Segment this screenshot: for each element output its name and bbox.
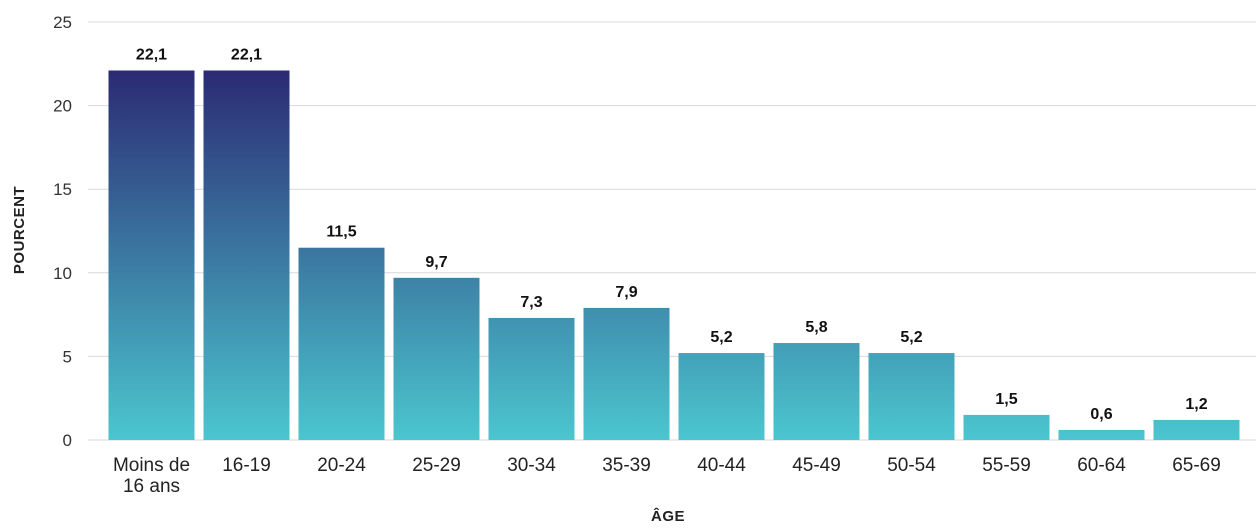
data-label: 7,9 — [615, 284, 637, 301]
x-tick-label: Moins de 16 ans — [113, 455, 190, 497]
data-labels: 22,1 22,1 11,5 9,7 7,3 7,9 5,2 5,8 5,2 1,5 0,6 1,2 — [136, 46, 1208, 422]
y-tick-label: 10 — [53, 264, 72, 283]
x-tick-label: 25-29 — [412, 455, 461, 476]
y-tick-label: 0 — [63, 431, 72, 450]
x-tick-label: 60-64 — [1077, 455, 1126, 476]
data-label: 1,5 — [995, 391, 1017, 408]
x-tick-label: 40-44 — [697, 455, 746, 476]
bar — [1058, 429, 1145, 440]
y-tick-label: 15 — [53, 180, 72, 199]
data-label: 22,1 — [136, 46, 167, 63]
x-tick-label: 20-24 — [317, 455, 366, 476]
y-tick-label: 5 — [63, 347, 72, 366]
bar — [678, 353, 765, 440]
data-label: 5,2 — [900, 329, 922, 346]
bar — [773, 343, 860, 440]
bar — [203, 70, 290, 440]
bar — [488, 317, 575, 440]
x-tick-label: 45-49 — [792, 455, 841, 476]
x-axis-title: ÂGE — [651, 507, 685, 525]
bar — [298, 247, 385, 440]
x-tick-label: 30-34 — [507, 455, 556, 476]
x-tick-label: 65-69 — [1172, 455, 1221, 476]
data-label: 22,1 — [231, 46, 262, 63]
x-tick-label: 35-39 — [602, 455, 651, 476]
bar — [108, 70, 195, 440]
bar — [1153, 419, 1240, 440]
x-tick-label: 50-54 — [887, 455, 936, 476]
data-label: 7,3 — [520, 294, 542, 311]
data-label: 5,2 — [710, 329, 732, 346]
y-tick-label: 20 — [53, 97, 72, 116]
x-axis-ticks: Moins de 16 ans 16-19 20-24 25-29 30-34 35-39 4… — [113, 455, 1221, 497]
data-label: 0,6 — [1090, 406, 1112, 423]
data-label: 11,5 — [326, 224, 356, 241]
y-tick-label: 25 — [53, 13, 72, 32]
data-label: 1,2 — [1185, 396, 1207, 413]
bar — [583, 307, 670, 440]
bar — [963, 414, 1050, 440]
x-tick-label: 55-59 — [982, 455, 1031, 476]
data-label: 5,8 — [805, 319, 827, 336]
bar — [393, 277, 480, 440]
x-tick-label: 16-19 — [222, 455, 271, 476]
y-axis-title: POURCENT — [11, 186, 28, 274]
bar — [868, 353, 955, 440]
bars — [108, 70, 1240, 440]
data-label: 9,7 — [425, 254, 447, 271]
y-axis-ticks: 0 5 10 15 20 25 — [53, 13, 72, 450]
